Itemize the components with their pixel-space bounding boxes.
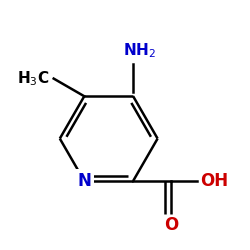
Text: NH$_2$: NH$_2$ bbox=[124, 41, 156, 60]
Text: OH: OH bbox=[200, 172, 228, 190]
Text: H$_3$C: H$_3$C bbox=[17, 69, 50, 88]
Text: O: O bbox=[164, 216, 178, 234]
Text: N: N bbox=[77, 172, 91, 190]
